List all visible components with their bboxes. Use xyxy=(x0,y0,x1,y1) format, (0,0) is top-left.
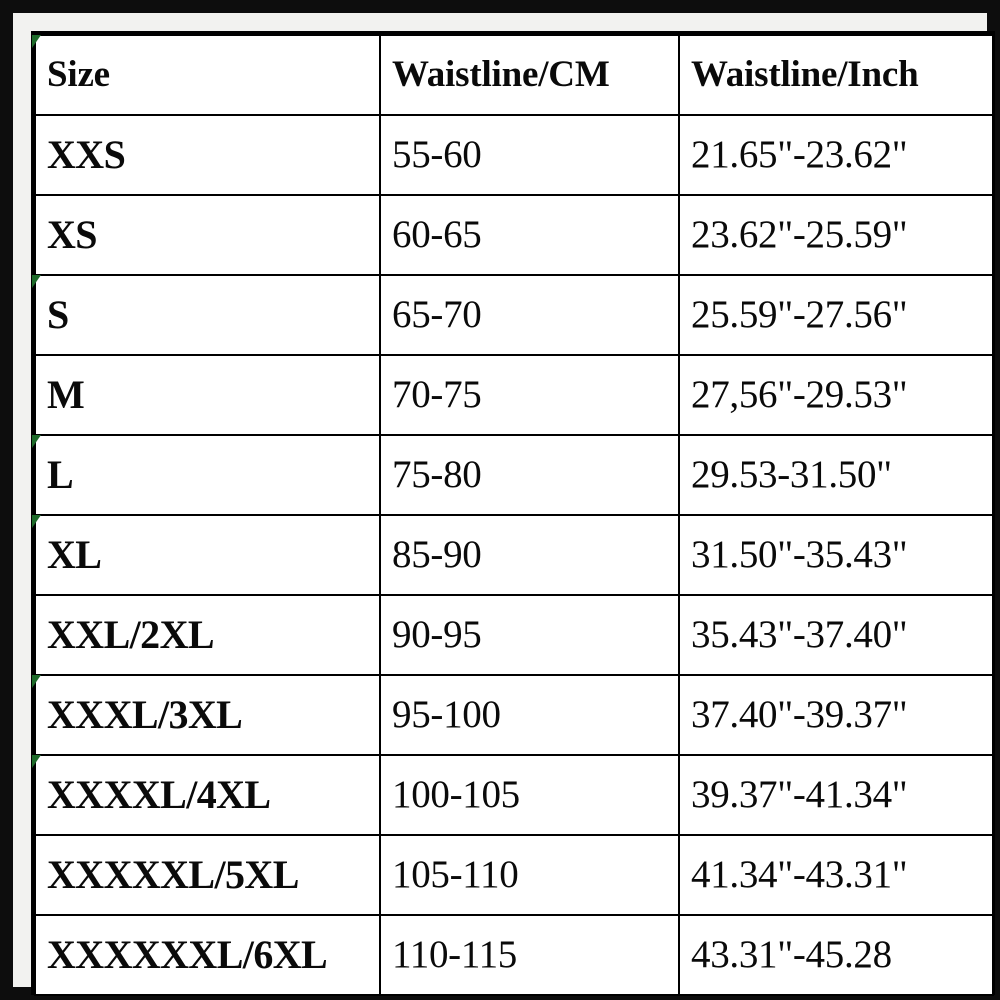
cell-waistline-cm: 100-105 xyxy=(379,754,680,836)
cell-waistline-cm: 70-75 xyxy=(379,354,680,436)
size-chart-table-container: Size Waistline/CM Waistline/Inch XXS 55-… xyxy=(31,31,995,996)
cell-waistline-inch: 41.34"-43.31" xyxy=(678,834,994,916)
table-row: S 65-70 25.59"-27.56" xyxy=(34,274,994,356)
cell-waistline-inch: 35.43"-37.40" xyxy=(678,594,994,676)
table-body: XXS 55-60 21.65"-23.62" XS 60-65 23.62"-… xyxy=(34,114,994,996)
cell-waistline-cm: 60-65 xyxy=(379,194,680,276)
cell-size: XL xyxy=(34,514,381,596)
cell-waistline-inch: 43.31"-45.28 xyxy=(678,914,994,996)
table-row: XXXL/3XL 95-100 37.40"-39.37" xyxy=(34,674,994,756)
cell-waistline-cm: 55-60 xyxy=(379,114,680,196)
cell-waistline-inch: 37.40"-39.37" xyxy=(678,674,994,756)
cell-waistline-inch: 23.62"-25.59" xyxy=(678,194,994,276)
cell-waistline-cm: 75-80 xyxy=(379,434,680,516)
header-row: Size Waistline/CM Waistline/Inch xyxy=(34,34,994,116)
cell-size: XS xyxy=(34,194,381,276)
table-row: XXL/2XL 90-95 35.43"-37.40" xyxy=(34,594,994,676)
table-row: XXS 55-60 21.65"-23.62" xyxy=(34,114,994,196)
column-header-size: Size xyxy=(34,34,381,116)
cell-waistline-cm: 95-100 xyxy=(379,674,680,756)
table-row: L 75-80 29.53-31.50" xyxy=(34,434,994,516)
cell-waistline-inch: 25.59"-27.56" xyxy=(678,274,994,356)
table-row: XXXXXXL/6XL 110-115 43.31"-45.28 xyxy=(34,914,994,996)
cell-waistline-cm: 90-95 xyxy=(379,594,680,676)
cell-waistline-inch: 39.37"-41.34" xyxy=(678,754,994,836)
cell-size: XXL/2XL xyxy=(34,594,381,676)
cell-waistline-cm: 65-70 xyxy=(379,274,680,356)
cell-size: XXXXL/4XL xyxy=(34,754,381,836)
table-row: XS 60-65 23.62"-25.59" xyxy=(34,194,994,276)
table-row: XXXXL/4XL 100-105 39.37"-41.34" xyxy=(34,754,994,836)
cell-waistline-inch: 27,56"-29.53" xyxy=(678,354,994,436)
table-header: Size Waistline/CM Waistline/Inch xyxy=(34,34,994,116)
cell-size: XXXXXL/5XL xyxy=(34,834,381,916)
column-header-waistline-inch: Waistline/Inch xyxy=(678,34,994,116)
cell-waistline-cm: 105-110 xyxy=(379,834,680,916)
table-row: XL 85-90 31.50"-35.43" xyxy=(34,514,994,596)
table-row: M 70-75 27,56"-29.53" xyxy=(34,354,994,436)
cell-waistline-cm: 85-90 xyxy=(379,514,680,596)
cell-size: S xyxy=(34,274,381,356)
cell-size: L xyxy=(34,434,381,516)
size-chart-table: Size Waistline/CM Waistline/Inch XXS 55-… xyxy=(34,34,994,996)
table-row: XXXXXL/5XL 105-110 41.34"-43.31" xyxy=(34,834,994,916)
cell-waistline-inch: 29.53-31.50" xyxy=(678,434,994,516)
cell-size: XXXL/3XL xyxy=(34,674,381,756)
cell-waistline-inch: 21.65"-23.62" xyxy=(678,114,994,196)
cell-size: XXS xyxy=(34,114,381,196)
cell-waistline-cm: 110-115 xyxy=(379,914,680,996)
paper-background: Size Waistline/CM Waistline/Inch XXS 55-… xyxy=(13,13,995,996)
cell-waistline-inch: 31.50"-35.43" xyxy=(678,514,994,596)
column-header-waistline-cm: Waistline/CM xyxy=(379,34,680,116)
cell-size: XXXXXXL/6XL xyxy=(34,914,381,996)
cell-size: M xyxy=(34,354,381,436)
